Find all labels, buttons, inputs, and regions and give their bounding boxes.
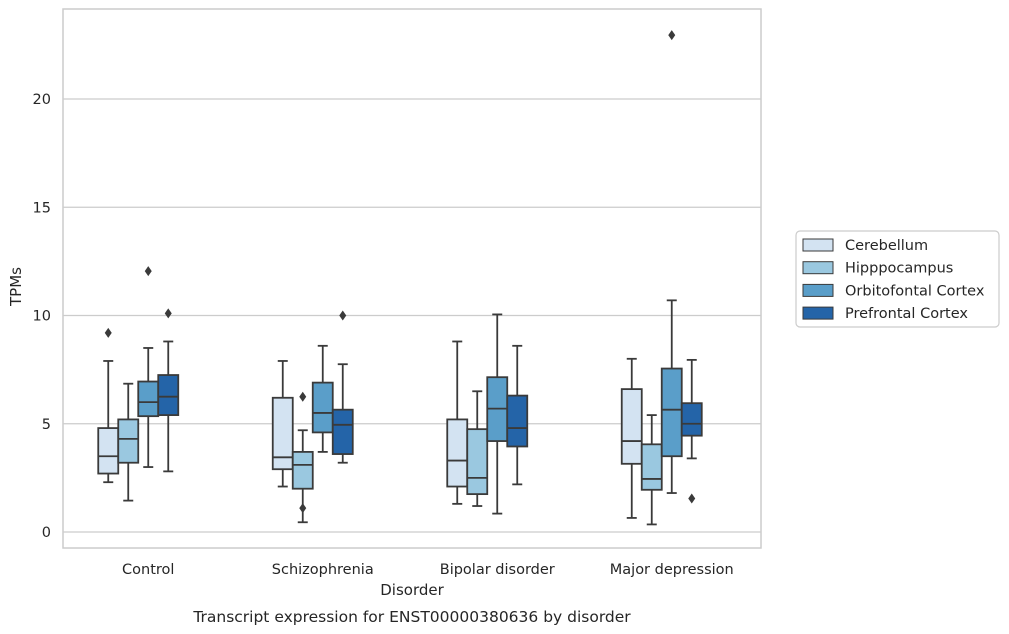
x-tick-label: Control <box>122 562 174 578</box>
box-iqr <box>291 450 314 490</box>
box-iqr <box>137 380 160 418</box>
x-tick-label: Bipolar disorder <box>440 562 555 578</box>
box-hipppocampus <box>466 390 489 507</box>
box-iqr <box>640 443 663 491</box>
box-prefrontal-cortex <box>506 344 529 486</box>
legend-swatch <box>802 306 834 320</box>
x-tick-labels: Control Schizophrenia Bipolar disorder Majo… <box>122 562 734 578</box>
box-cerebellum <box>446 340 469 505</box>
legend-swatch <box>802 238 834 252</box>
legend-swatch <box>802 283 834 297</box>
outlier-point <box>688 493 696 504</box>
y-tick-labels: 0 5 10 15 20 <box>33 92 51 541</box>
chart-caption: Transcript expression for ENST0000038063… <box>192 608 631 626</box>
box-iqr <box>660 367 683 458</box>
box-orbitofontal-cortex <box>311 344 334 453</box>
legend: Cerebellum Hipppocampus Orbitofontal Corte… <box>795 230 1000 328</box>
box-prefrontal-cortex <box>331 310 354 464</box>
box-hipppocampus <box>640 414 663 526</box>
gridlines <box>63 98 761 533</box>
box-cerebellum <box>97 327 120 484</box>
outlier-point <box>104 327 112 338</box>
y-tick-label: 10 <box>33 309 51 325</box>
legend-label: Hipppocampus <box>845 261 953 277</box>
box-iqr <box>331 408 354 455</box>
box-cerebellum <box>271 360 294 488</box>
y-tick-label: 20 <box>33 92 51 108</box>
outlier-point <box>299 391 307 402</box>
box-iqr <box>271 396 294 471</box>
box-prefrontal-cortex <box>157 308 180 473</box>
legend-swatch <box>802 261 834 275</box>
legend-label: Cerebellum <box>845 238 928 254</box>
outlier-point <box>668 30 676 41</box>
x-tick-label: Schizophrenia <box>272 562 374 578</box>
outlier-point <box>299 503 307 514</box>
box-orbitofontal-cortex <box>486 313 509 515</box>
box-iqr <box>117 418 140 464</box>
box-iqr <box>466 428 489 496</box>
box-iqr <box>311 381 334 434</box>
x-tick-label: Major depression <box>610 562 734 578</box>
y-tick-label: 15 <box>33 200 51 216</box>
y-tick-label: 0 <box>42 525 51 541</box>
box-iqr <box>620 388 643 465</box>
y-tick-label: 5 <box>42 417 51 433</box>
y-axis-title: TPMs <box>7 267 25 307</box>
legend-frame <box>795 230 1000 328</box>
box-iqr <box>97 427 120 475</box>
box-cerebellum <box>620 357 643 519</box>
plot-frame <box>62 8 762 549</box>
outlier-point <box>164 308 172 319</box>
x-axis-title: Disorder <box>380 581 444 599</box>
box-hipppocampus <box>117 382 140 502</box>
legend-label: Orbitofontal Cortex <box>845 283 985 299</box>
box-iqr <box>157 374 180 416</box>
outlier-point <box>144 266 152 277</box>
box-iqr <box>446 418 469 488</box>
box-prefrontal-cortex <box>680 358 703 504</box>
box-iqr <box>506 394 529 448</box>
legend-label: Prefrontal Cortex <box>845 306 968 322</box>
outlier-point <box>339 310 347 321</box>
box-groups <box>97 30 703 526</box>
box-iqr <box>680 402 703 437</box>
box-hipppocampus <box>291 391 314 524</box>
